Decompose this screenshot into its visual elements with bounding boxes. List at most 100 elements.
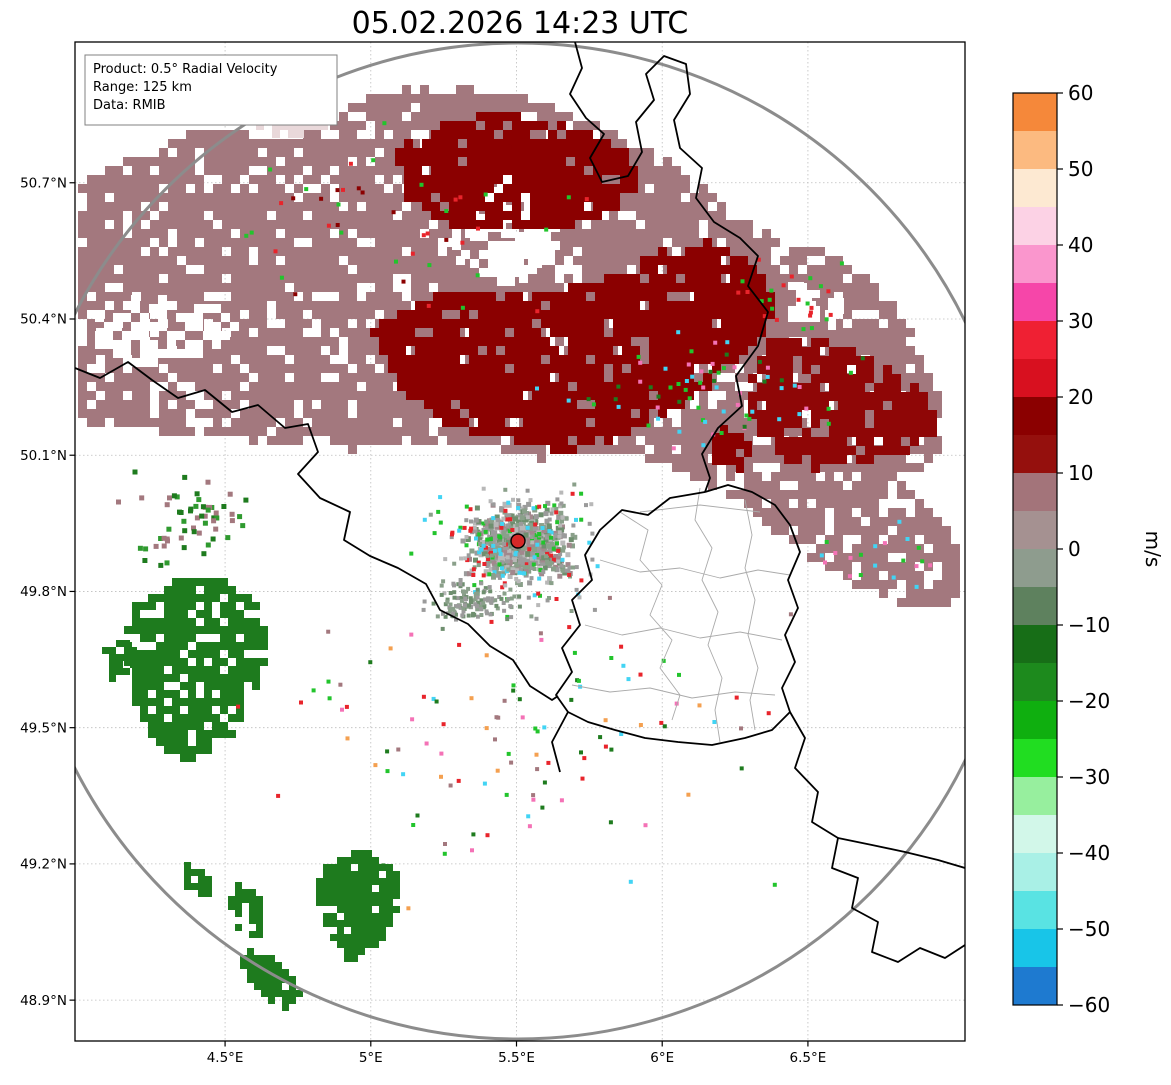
speckle: [532, 547, 538, 552]
speckle: [506, 502, 512, 508]
speckle: [549, 530, 554, 535]
speckle: [546, 525, 552, 531]
speckle: [478, 542, 483, 546]
speckle: [540, 560, 546, 566]
speckle: [299, 700, 303, 705]
speckle: [504, 545, 509, 550]
speckle: [744, 413, 749, 418]
colorbar-segment: [1013, 511, 1057, 549]
speckle: [475, 595, 480, 600]
speckle: [178, 535, 184, 541]
speckle: [534, 616, 539, 621]
speckle: [143, 546, 149, 552]
speckle: [779, 386, 784, 391]
speckle: [415, 813, 420, 818]
speckle: [566, 195, 571, 200]
speckle: [451, 606, 456, 611]
speckle: [499, 596, 504, 601]
speckle: [781, 283, 786, 288]
speckle: [580, 776, 585, 781]
speckle: [511, 688, 516, 693]
speckle: [517, 604, 522, 609]
speckle: [535, 309, 540, 314]
speckle: [579, 578, 584, 583]
speckle: [557, 530, 562, 535]
speckle: [789, 274, 794, 279]
speckle: [181, 545, 187, 551]
speckle: [560, 515, 565, 520]
speckle: [721, 409, 726, 414]
speckle: [532, 525, 538, 531]
speckle: [421, 694, 426, 699]
speckle: [522, 571, 527, 576]
speckle: [439, 751, 444, 756]
speckle: [382, 121, 387, 126]
figure-title: 05.02.2026 14:23 UTC: [352, 6, 689, 41]
speckle: [703, 419, 708, 424]
speckle: [472, 612, 477, 617]
speckle: [560, 524, 565, 530]
speckle: [479, 607, 483, 612]
speckle: [508, 517, 513, 522]
info-box: Product: 0.5° Radial Velocity Range: 125…: [84, 54, 338, 126]
speckle: [524, 562, 529, 567]
speckle: [516, 498, 521, 503]
speckle: [498, 552, 503, 556]
speckle: [516, 579, 521, 584]
speckle: [161, 543, 167, 549]
speckle: [221, 504, 227, 509]
speckle: [511, 557, 517, 563]
speckle: [507, 574, 513, 579]
speckle: [826, 289, 831, 294]
speckle: [544, 554, 549, 559]
speckle: [677, 429, 682, 434]
speckle: [335, 223, 340, 227]
speckle: [732, 365, 737, 370]
speckle: [914, 584, 919, 589]
speckle: [485, 553, 490, 558]
speckle: [552, 503, 557, 508]
speckle: [668, 385, 673, 390]
speckle: [860, 356, 865, 361]
speckle: [174, 494, 180, 500]
speckle: [536, 591, 541, 596]
speckle: [485, 833, 490, 838]
speckle: [701, 443, 706, 448]
speckle: [492, 566, 497, 571]
speckle: [543, 511, 549, 517]
speckle: [554, 567, 560, 573]
speckle: [555, 541, 559, 546]
speckle: [570, 532, 575, 537]
speckle: [770, 306, 775, 311]
speckle: [194, 491, 200, 497]
speckle: [441, 722, 446, 727]
speckle: [476, 563, 481, 568]
speckle: [506, 751, 511, 756]
speckle: [451, 220, 455, 225]
speckle: [445, 597, 450, 602]
speckle: [516, 503, 522, 508]
speckle: [739, 766, 744, 771]
speckle: [686, 792, 691, 797]
speckle: [443, 614, 448, 619]
speckle: [566, 398, 571, 403]
speckle: [577, 595, 582, 600]
speckle: [182, 528, 188, 534]
speckle: [710, 361, 715, 366]
speckle: [517, 582, 523, 587]
speckle: [421, 607, 426, 612]
speckle-cluster-green-specks-west: [116, 469, 249, 568]
speckle: [205, 507, 211, 513]
speckle: [541, 555, 547, 561]
speckle: [491, 502, 496, 507]
speckle: [482, 604, 487, 609]
speckle: [164, 560, 170, 566]
speckle: [435, 614, 440, 619]
colorbar-tick-label: 50: [1068, 157, 1093, 181]
speckle: [518, 506, 524, 512]
speckle: [326, 679, 331, 684]
country-border: [551, 711, 569, 773]
speckle: [471, 567, 476, 572]
speckle: [570, 543, 575, 549]
speckle: [500, 560, 505, 565]
